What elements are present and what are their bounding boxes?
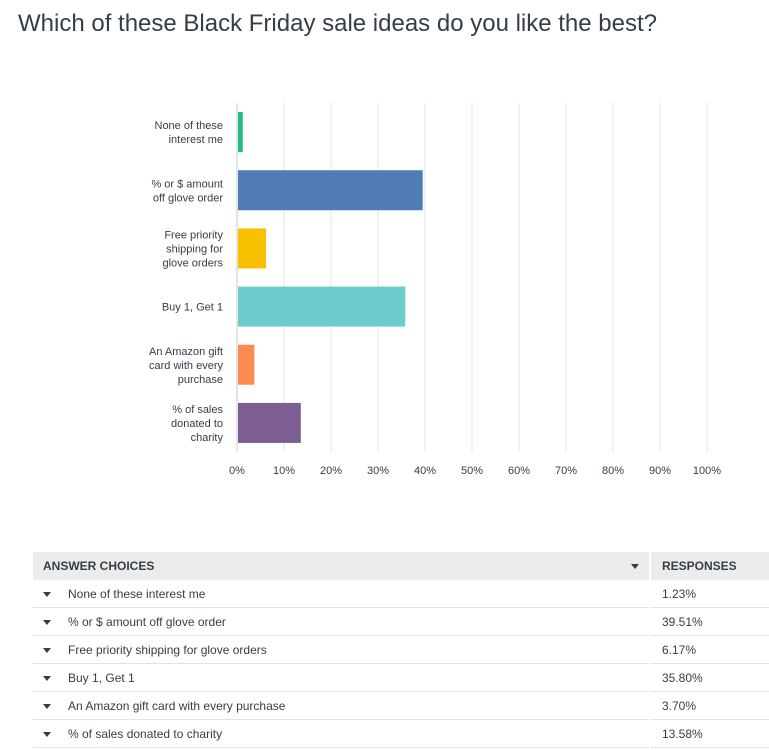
bar[interactable] <box>238 170 423 211</box>
x-tick-label: 0% <box>229 465 245 477</box>
response-percent: 35.80% <box>649 663 769 692</box>
row-expand-icon[interactable] <box>43 675 51 681</box>
x-tick-label: 30% <box>367 465 389 477</box>
bar[interactable] <box>238 112 243 153</box>
bar-chart: None of these interest me % or $ amount off… <box>149 103 721 477</box>
row-expand-icon[interactable] <box>43 703 51 709</box>
x-tick-label: 70% <box>555 465 577 477</box>
bar[interactable] <box>238 344 255 385</box>
answer-choices-header-label: ANSWER CHOICES <box>43 559 155 573</box>
table-row: % of sales donated to charity 13.58% <box>33 719 769 748</box>
response-percent: 39.51% <box>649 607 769 636</box>
chart-bars <box>238 112 423 443</box>
x-tick-label: 80% <box>602 465 624 477</box>
x-tick-label: 20% <box>320 465 342 477</box>
table-row: An Amazon gift card with every purchase … <box>33 691 769 720</box>
x-tick-label: 90% <box>649 465 671 477</box>
answer-choices-header[interactable]: ANSWER CHOICES <box>33 552 650 580</box>
table-row: None of these interest me 1.23% <box>33 580 769 608</box>
answer-choice-text: Buy 1, Get 1 <box>68 670 135 685</box>
x-tick-label: 10% <box>273 465 295 477</box>
responses-header: RESPONSES <box>649 552 769 580</box>
table-header-row: ANSWER CHOICES RESPONSES <box>33 552 769 580</box>
row-expand-icon[interactable] <box>43 619 51 625</box>
response-percent: 13.58% <box>649 719 769 748</box>
answer-choice-text: % or $ amount off glove order <box>68 614 226 629</box>
question-title: Which of these Black Friday sale ideas d… <box>18 10 657 37</box>
chart-gridlines <box>236 103 708 452</box>
response-percent: 6.17% <box>649 635 769 664</box>
table-row: % or $ amount off glove order 39.51% <box>33 607 769 636</box>
row-expand-icon[interactable] <box>43 591 51 597</box>
x-tick-label: 50% <box>461 465 483 477</box>
table-row: Free priority shipping for glove orders … <box>33 635 769 664</box>
category-label: Free priority shipping for glove orders <box>162 229 223 269</box>
category-label: Buy 1, Get 1 <box>162 302 223 314</box>
response-percent: 1.23% <box>649 580 769 608</box>
answer-table: ANSWER CHOICES RESPONSES None of these i… <box>33 552 769 748</box>
row-expand-icon[interactable] <box>43 731 51 737</box>
x-tick-label: 40% <box>414 465 436 477</box>
chart-category-labels: None of these interest me % or $ amount off… <box>149 120 223 444</box>
bar[interactable] <box>238 286 406 327</box>
answer-choice-text: None of these interest me <box>68 586 206 601</box>
category-label: None of these interest me <box>155 120 224 146</box>
x-tick-label: 60% <box>508 465 530 477</box>
bar[interactable] <box>238 402 301 443</box>
category-label: % of sales donated to charity <box>171 404 223 444</box>
answer-choice-text: % of sales donated to charity <box>68 726 223 741</box>
chart-x-tick-labels: 0% 10% 20% 30% 40% 50% 60% 70% 80% 90% 100% <box>229 465 721 477</box>
sort-dropdown-icon[interactable] <box>631 564 639 569</box>
answer-choice-text: Free priority shipping for glove orders <box>68 642 267 657</box>
category-label: An Amazon gift card with every purchase <box>149 346 223 386</box>
bar[interactable] <box>238 228 266 269</box>
answer-choice-text: An Amazon gift card with every purchase <box>68 698 286 713</box>
category-label: % or $ amount off glove order <box>151 178 223 204</box>
response-percent: 3.70% <box>649 691 769 720</box>
table-row: Buy 1, Get 1 35.80% <box>33 663 769 692</box>
x-tick-label: 100% <box>693 465 721 477</box>
row-expand-icon[interactable] <box>43 647 51 653</box>
